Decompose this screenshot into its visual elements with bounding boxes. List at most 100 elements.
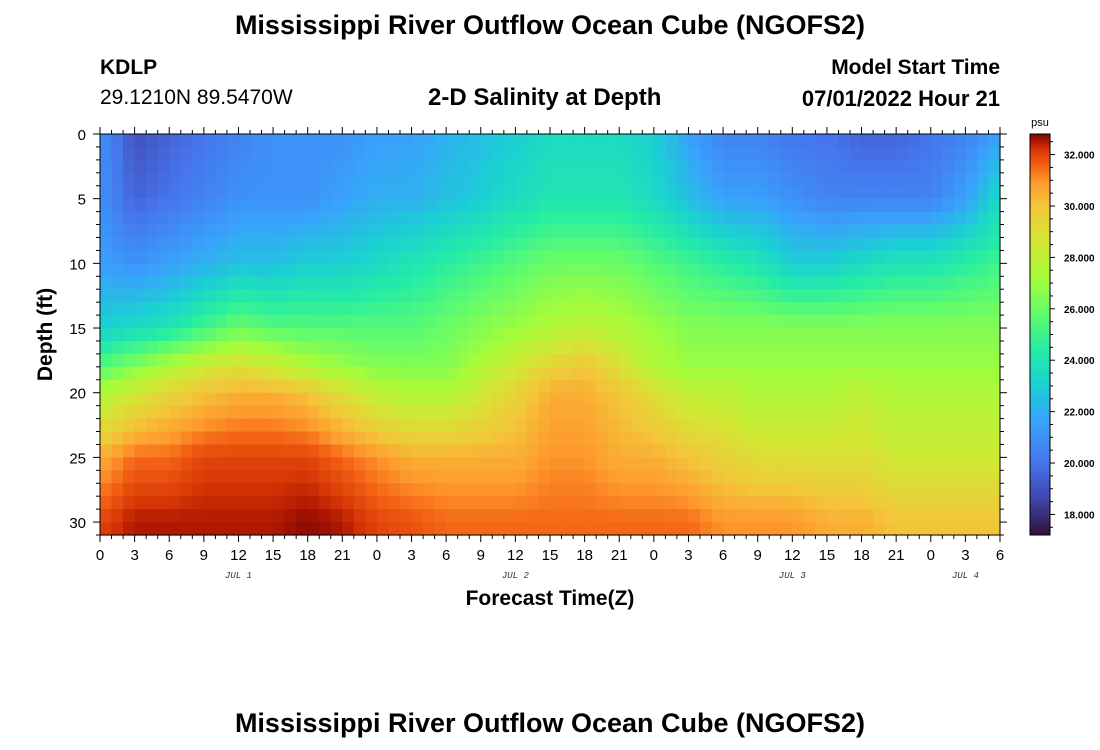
heatmap-cell <box>480 250 493 264</box>
heatmap-cell <box>480 198 493 213</box>
heatmap-cell <box>134 289 147 303</box>
heatmap-cell <box>630 457 643 471</box>
heatmap-cell <box>665 224 678 239</box>
heatmap-cell <box>619 211 632 226</box>
heatmap-cell <box>469 198 482 213</box>
heatmap-cell <box>642 276 655 290</box>
heatmap-cell <box>861 444 874 458</box>
heatmap-cell <box>965 172 978 187</box>
x-tick-label: 21 <box>888 547 905 564</box>
heatmap-cell <box>192 159 205 174</box>
heatmap-cell <box>273 276 286 290</box>
heatmap-cell <box>826 366 840 381</box>
heatmap-cell <box>515 483 528 497</box>
heatmap-cell <box>411 483 424 497</box>
heatmap-cell <box>226 340 240 355</box>
heatmap-cell <box>596 250 609 264</box>
heatmap-cell <box>607 211 620 226</box>
heatmap-cell <box>157 211 170 226</box>
heatmap-cell <box>400 276 413 290</box>
heatmap-cell <box>123 496 136 510</box>
heatmap-cell <box>457 522 470 536</box>
heatmap-cell <box>942 483 955 497</box>
heatmap-cell <box>896 340 909 355</box>
heatmap-cell <box>515 340 528 355</box>
heatmap-cell <box>526 211 540 226</box>
heatmap-cell <box>953 134 966 148</box>
heatmap-cell <box>976 224 990 239</box>
heatmap-cell <box>457 392 470 407</box>
heatmap-cell <box>688 496 701 510</box>
heatmap-cell <box>711 340 724 355</box>
heatmap-cell <box>480 237 493 252</box>
heatmap-cell <box>838 224 851 239</box>
heatmap-cell <box>873 457 886 471</box>
heatmap-cell <box>273 405 286 420</box>
heatmap-cell <box>630 159 643 174</box>
heatmap-cell <box>573 185 586 200</box>
heatmap-cell <box>423 263 436 277</box>
heatmap-cell <box>653 340 666 355</box>
heatmap-cell <box>746 198 759 213</box>
heatmap-cell <box>803 444 816 458</box>
heatmap-cell <box>457 289 470 303</box>
heatmap-cell <box>642 198 655 213</box>
heatmap-cell <box>503 522 516 536</box>
heatmap-cell <box>400 146 413 161</box>
heatmap-cell <box>711 522 724 536</box>
heatmap-cell <box>630 134 643 148</box>
heatmap-cell <box>215 302 228 316</box>
heatmap-cell <box>573 392 586 407</box>
heatmap-cell <box>365 159 378 174</box>
heatmap-cell <box>192 444 205 458</box>
heatmap-cell <box>515 328 528 342</box>
heatmap-cell <box>723 522 736 536</box>
heatmap-cell <box>653 159 666 174</box>
heatmap-cell <box>723 418 736 433</box>
heatmap-cell <box>988 134 1001 148</box>
heatmap-cell <box>515 276 528 290</box>
x-tick-label: 21 <box>334 547 351 564</box>
heatmap-cell <box>907 328 920 342</box>
heatmap-cell <box>307 302 320 316</box>
heatmap-cell <box>907 185 920 200</box>
heatmap-cell <box>676 315 690 329</box>
heatmap-cell <box>965 392 978 407</box>
heatmap-cell <box>942 276 955 290</box>
heatmap-cell <box>653 366 666 381</box>
heatmap-cell <box>169 340 182 355</box>
heatmap-cell <box>203 418 216 433</box>
heatmap-cell <box>123 379 136 394</box>
heatmap-cell <box>480 224 493 239</box>
heatmap-cell <box>665 250 678 264</box>
heatmap-cell <box>342 431 355 446</box>
heatmap-cell <box>111 418 124 433</box>
heatmap-cell <box>515 224 528 239</box>
heatmap-cell <box>319 405 332 420</box>
heatmap-cell <box>815 263 828 277</box>
heatmap-cell <box>238 263 251 277</box>
heatmap-cell <box>561 392 574 407</box>
heatmap-cell <box>550 340 563 355</box>
heatmap-cell <box>607 379 620 394</box>
heatmap-cell <box>238 289 251 303</box>
heatmap-cell <box>526 315 540 329</box>
heatmap-cell <box>180 237 193 252</box>
heatmap-cell <box>723 379 736 394</box>
heatmap-cell <box>215 392 228 407</box>
heatmap-cell <box>550 418 563 433</box>
heatmap-cell <box>169 302 182 316</box>
heatmap-cell <box>873 379 886 394</box>
heatmap-cell <box>815 496 828 510</box>
heatmap-cell <box>642 159 655 174</box>
heatmap-cell <box>953 328 966 342</box>
heatmap-cell <box>469 289 482 303</box>
heatmap-cell <box>896 263 909 277</box>
heatmap-cell <box>619 315 632 329</box>
heatmap-cell <box>976 444 990 458</box>
heatmap-cell <box>838 289 851 303</box>
heatmap-cell <box>376 302 390 316</box>
heatmap-cell <box>434 418 447 433</box>
heatmap-cell <box>896 198 909 213</box>
heatmap-cell <box>965 224 978 239</box>
